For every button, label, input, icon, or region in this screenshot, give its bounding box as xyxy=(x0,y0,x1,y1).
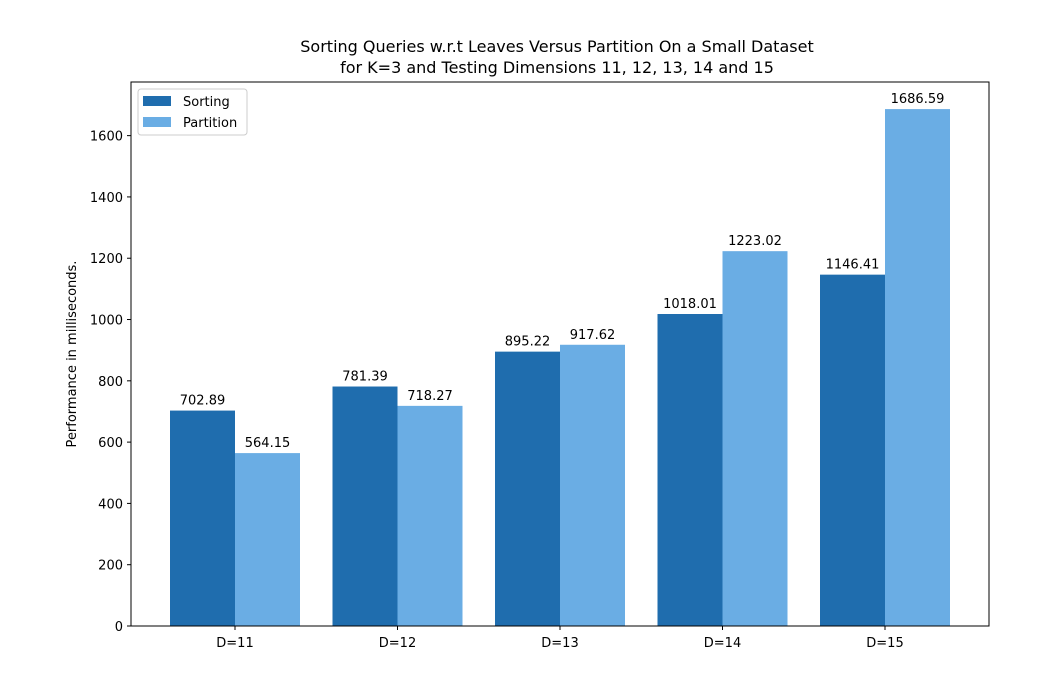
bar-sorting-d15 xyxy=(820,274,885,626)
y-tick-label: 400 xyxy=(98,497,123,512)
x-tick-label: D=13 xyxy=(541,636,578,651)
x-tick-label: D=11 xyxy=(216,636,253,651)
bar-partition-d11 xyxy=(235,453,300,626)
y-axis: 0 200 400 600 800 1000 1200 1400 1600 xyxy=(90,130,131,635)
value-label-sorting-d12: 781.39 xyxy=(342,370,388,385)
x-axis: D=11 D=12 D=13 D=14 D=15 xyxy=(216,626,904,651)
value-label-partition-d12: 718.27 xyxy=(407,389,453,404)
value-label-partition-d13: 917.62 xyxy=(570,328,616,343)
value-label-partition-d11: 564.15 xyxy=(245,436,291,451)
bar-partition-d14 xyxy=(722,251,788,626)
bar-partition-d12 xyxy=(397,405,463,626)
value-label-sorting-d14: 1018.01 xyxy=(663,297,717,312)
y-tick-label: 800 xyxy=(98,375,123,390)
bar-partition-d15 xyxy=(885,109,950,626)
value-label-partition-d15: 1686.59 xyxy=(891,92,945,107)
y-tick-label: 0 xyxy=(115,620,123,635)
y-tick-label: 600 xyxy=(98,436,123,451)
bar-sorting-d12 xyxy=(332,386,398,626)
y-tick-label: 1400 xyxy=(90,191,123,206)
y-tick-label: 200 xyxy=(98,559,123,574)
value-label-partition-d14: 1223.02 xyxy=(728,234,782,249)
legend: Sorting Partition xyxy=(137,88,248,136)
y-axis-label: Performance in milliseconds. xyxy=(65,261,80,448)
legend-label-sorting: Sorting xyxy=(183,95,230,110)
value-label-sorting-d15: 1146.41 xyxy=(826,258,880,273)
bar-sorting-d11 xyxy=(170,410,235,626)
legend-swatch-sorting xyxy=(143,96,171,106)
legend-swatch-partition xyxy=(143,117,171,127)
legend-label-partition: Partition xyxy=(183,116,237,131)
value-label-sorting-d13: 895.22 xyxy=(505,335,551,350)
bar-sorting-d14 xyxy=(657,314,723,626)
y-tick-label: 1000 xyxy=(90,314,123,329)
x-tick-label: D=15 xyxy=(866,636,903,651)
bars-group xyxy=(170,109,950,626)
bar-partition-d13 xyxy=(560,344,625,626)
value-labels-group: 702.89 564.15 781.39 718.27 895.22 917.62 1018… xyxy=(180,92,945,451)
chart-title-line1: Sorting Queries w.r.t Leaves Versus Part… xyxy=(300,37,814,56)
x-tick-label: D=12 xyxy=(379,636,416,651)
bar-sorting-d13 xyxy=(495,351,560,626)
y-tick-label: 1600 xyxy=(90,130,123,145)
value-label-sorting-d11: 702.89 xyxy=(180,394,226,409)
y-tick-label: 1200 xyxy=(90,252,123,267)
chart-title-line2: for K=3 and Testing Dimensions 11, 12, 1… xyxy=(340,58,774,77)
x-tick-label: D=14 xyxy=(704,636,741,651)
plot-frame xyxy=(130,81,990,627)
